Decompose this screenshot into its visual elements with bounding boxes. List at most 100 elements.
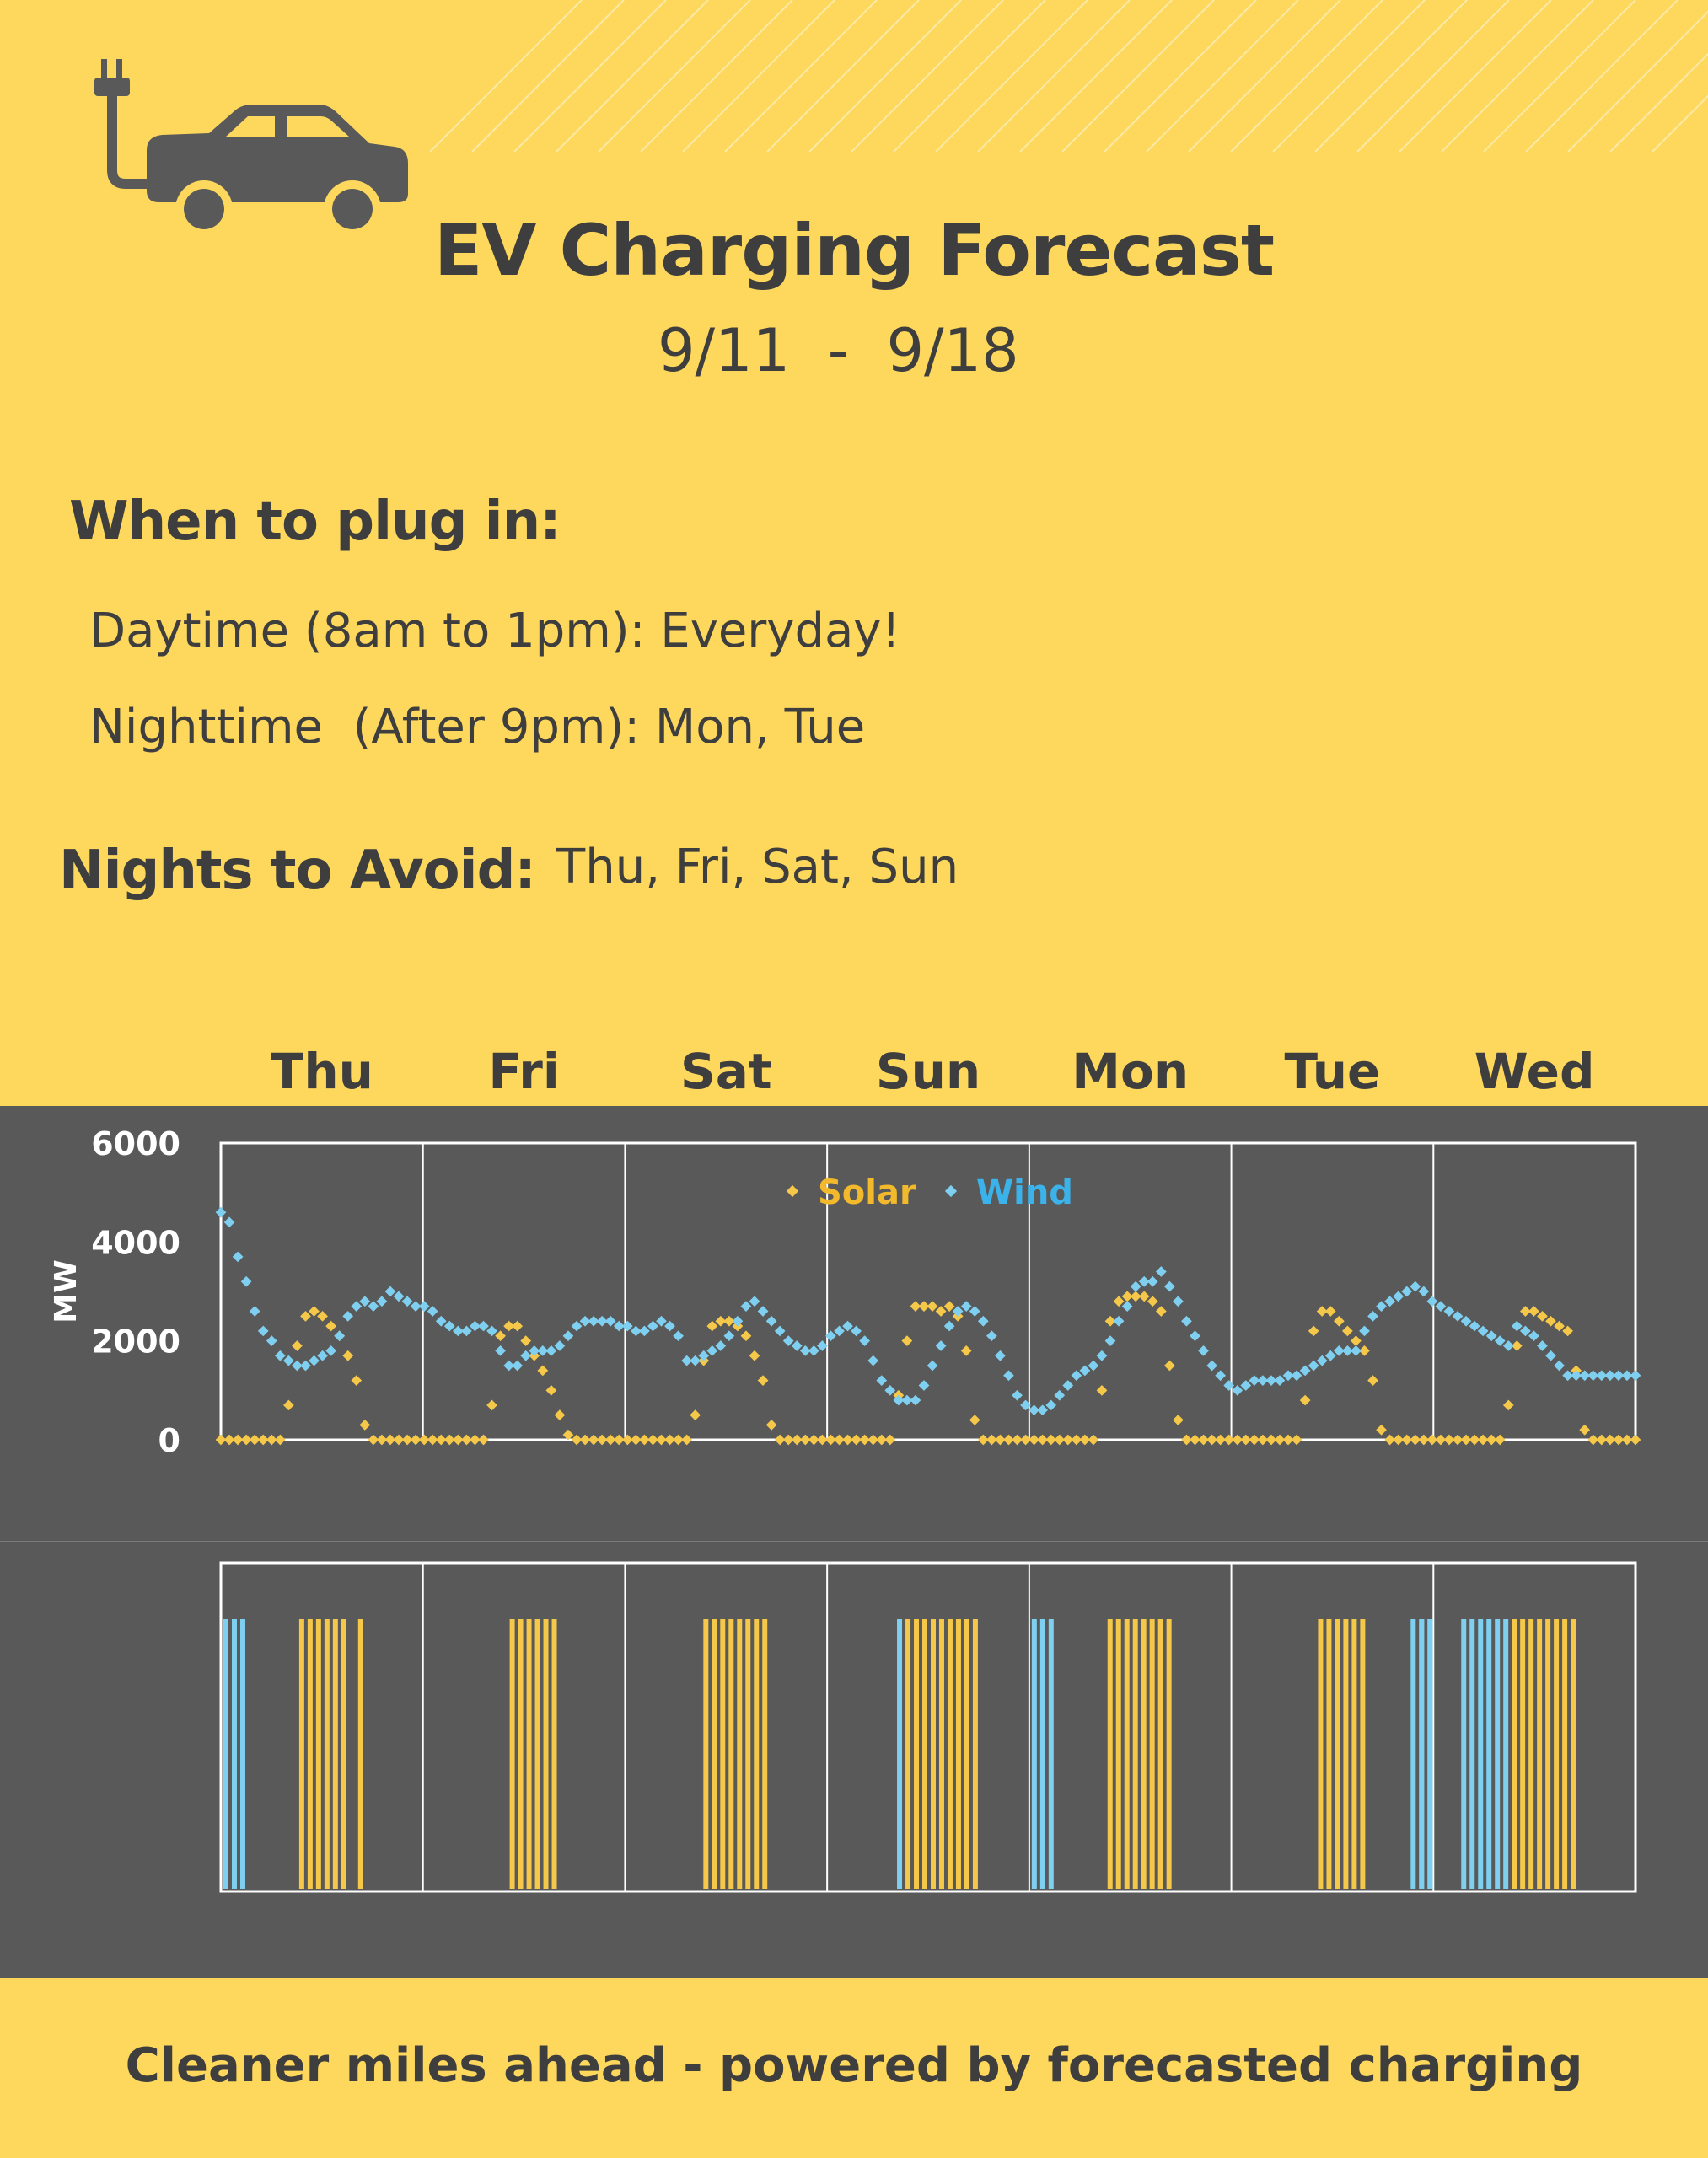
solar-point	[1502, 1399, 1514, 1411]
hatch-line	[935, 0, 1088, 152]
day-label: Tue	[1285, 1043, 1381, 1100]
wind-point	[740, 1301, 752, 1312]
solar-point	[1333, 1315, 1345, 1327]
solar-point	[935, 1306, 947, 1317]
solar-charge-bar	[1537, 1618, 1543, 1889]
wind-point	[393, 1291, 405, 1302]
wind-point	[825, 1330, 836, 1342]
wind-point	[368, 1301, 379, 1312]
wind-point	[1443, 1306, 1455, 1317]
wind-point	[1554, 1360, 1565, 1372]
solar-point	[1554, 1320, 1565, 1332]
wind-point	[604, 1315, 616, 1327]
wind-point	[1324, 1350, 1336, 1361]
wind-point	[1012, 1389, 1023, 1401]
wind-point	[1181, 1315, 1192, 1327]
wind-point	[1147, 1275, 1158, 1287]
wind-point	[1113, 1315, 1125, 1327]
hatch-line	[1609, 52, 1708, 152]
wind-point	[1079, 1365, 1091, 1377]
wind-point	[656, 1315, 667, 1327]
solar-point	[1342, 1325, 1353, 1337]
hatch-line	[1525, 0, 1678, 152]
page-title: EV Charging Forecast	[434, 209, 1275, 292]
hatch-line	[598, 0, 751, 152]
wind-point	[757, 1306, 769, 1317]
hatch-decoration	[429, 0, 1708, 152]
wind-point	[1587, 1370, 1599, 1382]
wind-charge-bar	[1469, 1618, 1475, 1889]
solar-point	[943, 1301, 955, 1312]
solar-charge-bar	[938, 1618, 944, 1889]
y-tick-label: 6000	[91, 1125, 180, 1162]
solar-charge-bar	[1335, 1618, 1340, 1889]
wind-charge-bar	[1478, 1618, 1484, 1889]
wind-point	[240, 1275, 252, 1287]
wind-point	[834, 1325, 845, 1337]
wind-charge-bar	[1486, 1618, 1492, 1889]
solar-point	[1138, 1291, 1150, 1302]
solar-point	[1104, 1315, 1116, 1327]
wind-point	[223, 1216, 235, 1228]
wind-point	[977, 1315, 989, 1327]
wind-point	[325, 1345, 336, 1356]
wind-point	[1054, 1389, 1066, 1401]
wind-point	[1477, 1325, 1489, 1337]
solar-charge-bar	[1149, 1618, 1155, 1889]
solar-charge-bar	[1326, 1618, 1332, 1889]
wind-point	[1630, 1370, 1641, 1382]
y-tick-label: 4000	[91, 1224, 180, 1261]
solar-point	[969, 1415, 980, 1425]
hatch-line	[1399, 0, 1552, 152]
wind-point	[588, 1315, 599, 1327]
solar-point	[884, 1434, 896, 1446]
day-label: Fri	[488, 1043, 559, 1100]
wind-point	[817, 1340, 828, 1351]
wind-point	[1223, 1380, 1235, 1391]
hatch-line	[1314, 0, 1468, 152]
solar-point	[1291, 1434, 1302, 1446]
solar-charge-bar	[298, 1618, 304, 1889]
wind-point	[1401, 1286, 1413, 1297]
wind-point	[647, 1320, 658, 1332]
wind-point	[486, 1325, 497, 1337]
solar-charge-bar	[509, 1618, 515, 1889]
solar-point	[359, 1420, 371, 1431]
solar-point	[740, 1330, 752, 1342]
wind-point	[1351, 1345, 1362, 1356]
wind-point	[1562, 1370, 1573, 1382]
hatch-line	[808, 0, 962, 152]
solar-point	[1579, 1424, 1591, 1436]
wind-point	[257, 1325, 269, 1337]
wind-point	[1537, 1340, 1548, 1351]
hatch-line	[640, 0, 793, 152]
wind-point	[512, 1360, 524, 1372]
solar-charge-bar	[1343, 1618, 1349, 1889]
wind-charge-bar	[231, 1618, 237, 1889]
wind-point	[1613, 1370, 1625, 1382]
hatch-line	[1104, 0, 1257, 152]
wind-point	[621, 1320, 633, 1332]
solar-point	[1528, 1306, 1539, 1317]
solar-point	[1367, 1375, 1378, 1386]
hatch-line	[724, 0, 878, 152]
wind-point	[579, 1315, 591, 1327]
wind-point	[461, 1325, 472, 1337]
wind-point	[664, 1320, 675, 1332]
wind-point	[571, 1320, 583, 1332]
wind-point	[443, 1320, 455, 1332]
wind-charge-bar	[1410, 1618, 1416, 1889]
wind-point	[1130, 1280, 1141, 1292]
solar-charge-bar	[905, 1618, 911, 1889]
legend-label: Solar	[818, 1173, 916, 1212]
y-axis-label: MW	[49, 1259, 83, 1323]
solar-charge-bar	[1520, 1618, 1526, 1889]
wind-point	[401, 1296, 413, 1307]
wind-point	[384, 1286, 396, 1297]
hatch-line	[1441, 0, 1594, 152]
wind-point	[1198, 1345, 1209, 1356]
wind-point	[596, 1315, 608, 1327]
solar-point	[749, 1350, 760, 1361]
wind-point	[1155, 1266, 1167, 1277]
wind-point	[1029, 1404, 1039, 1416]
